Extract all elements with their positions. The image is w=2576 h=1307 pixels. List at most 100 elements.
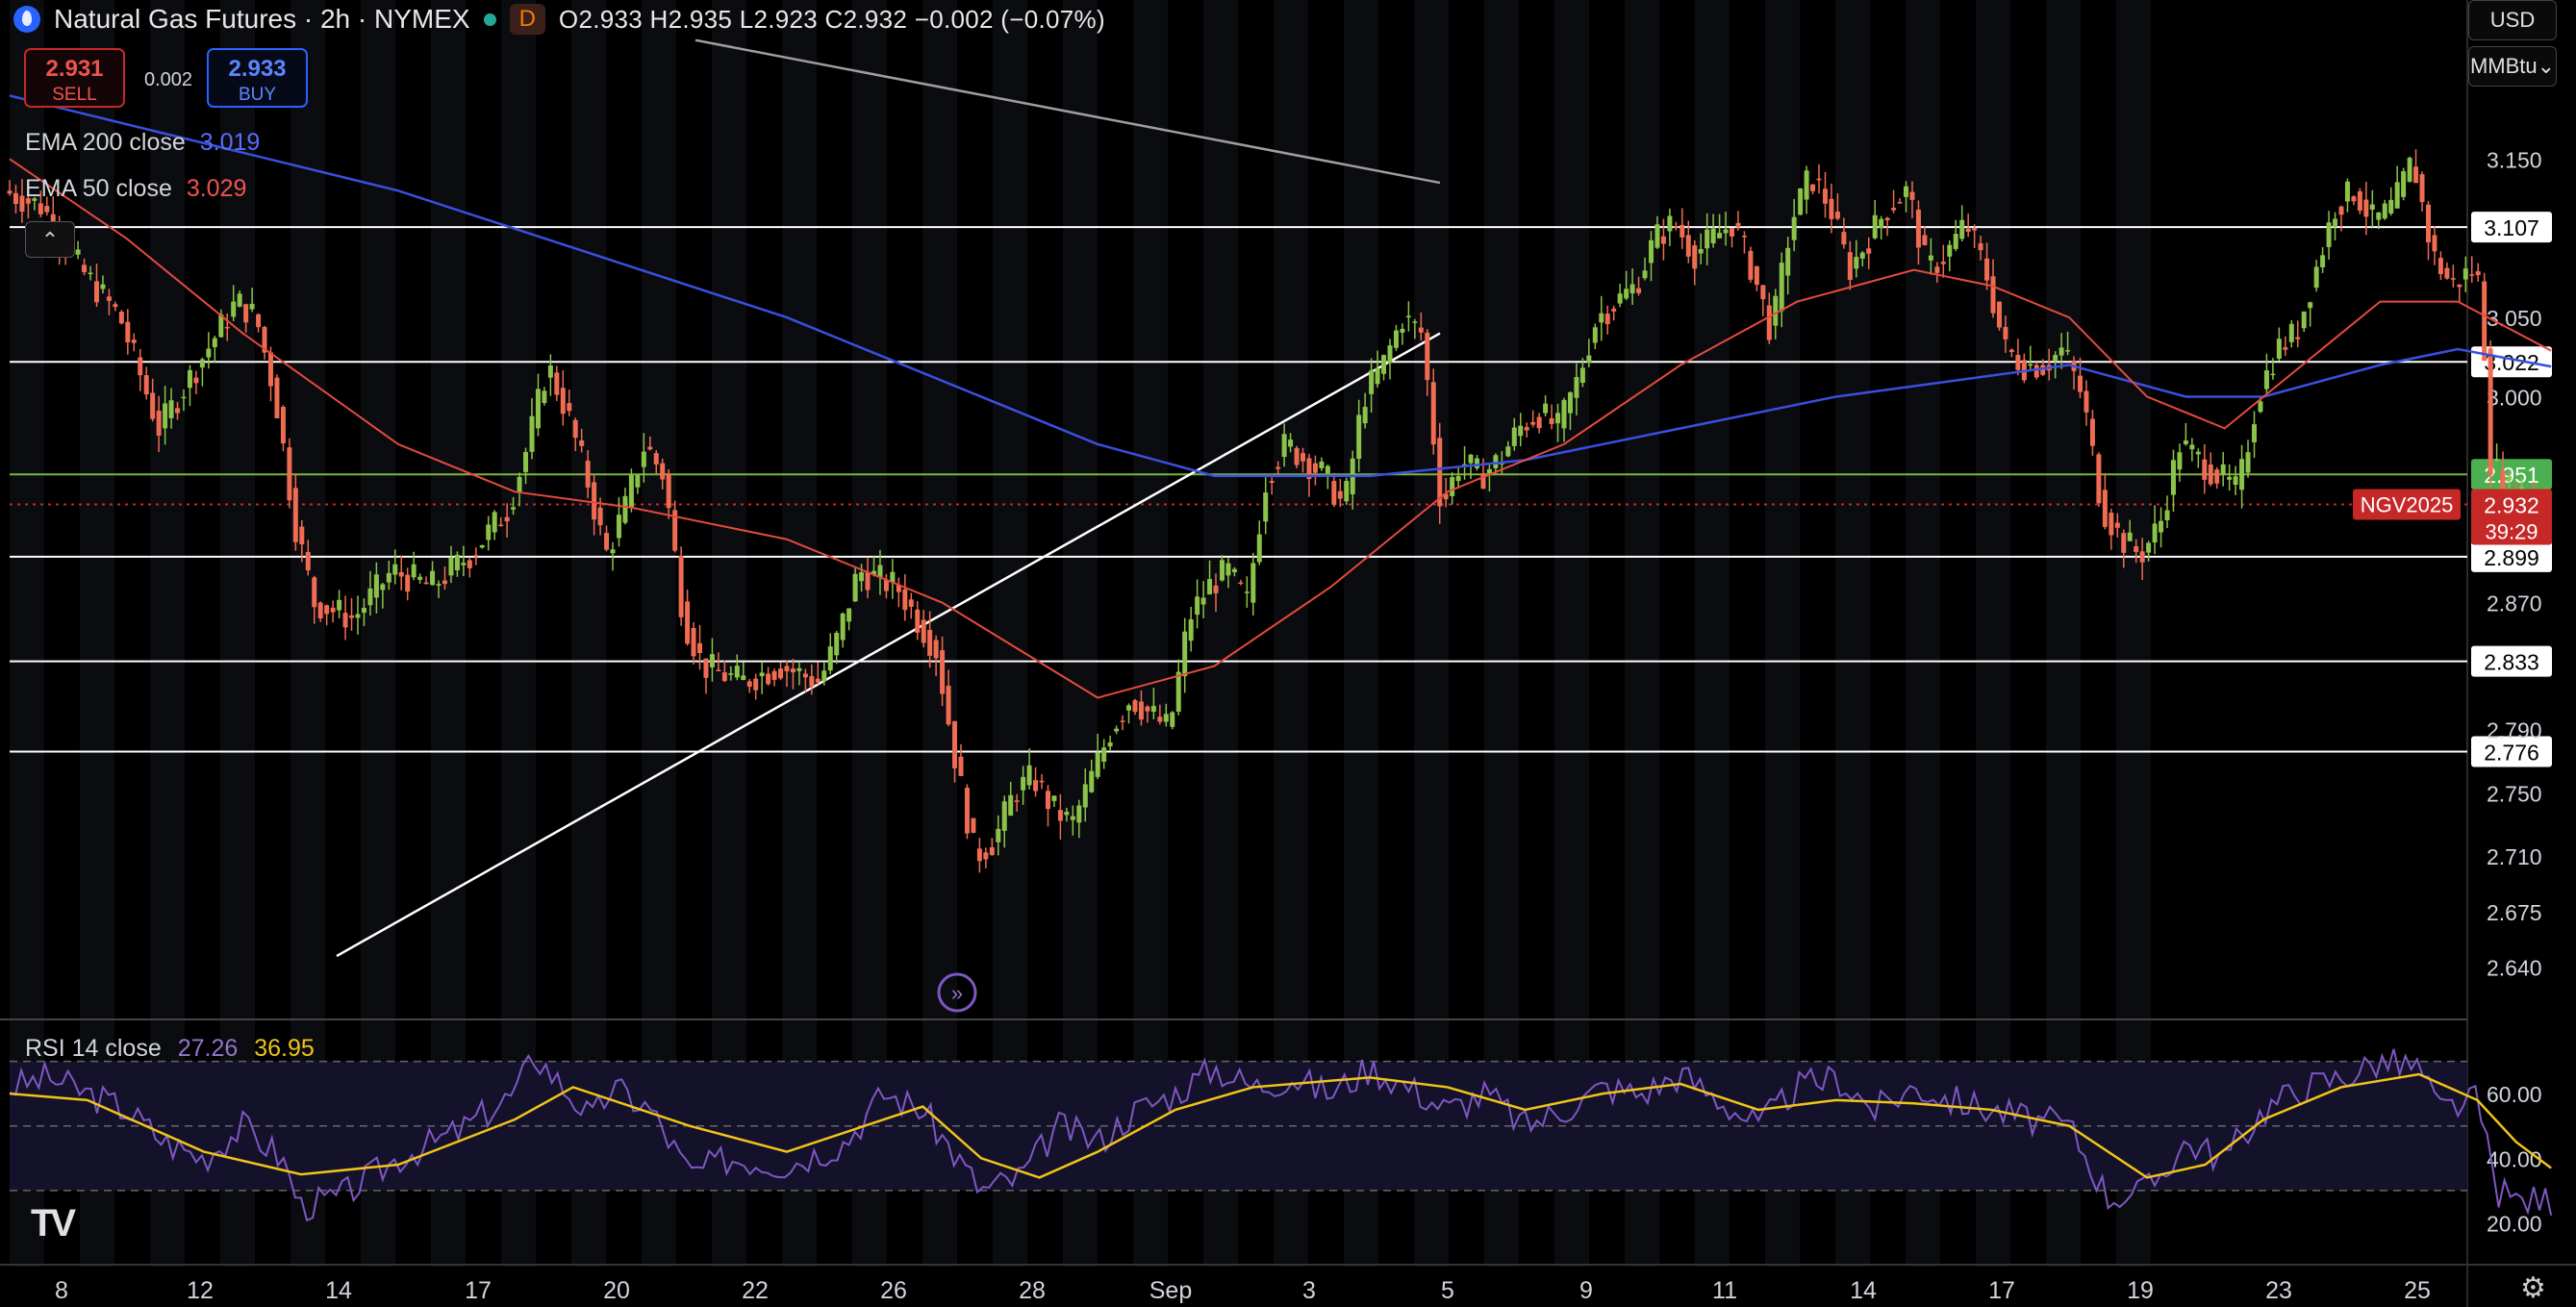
candle: [243, 304, 249, 323]
y-tick-label: 2.790: [2487, 717, 2542, 742]
candle: [927, 629, 933, 656]
candle: [809, 676, 815, 687]
candle: [156, 410, 162, 436]
gear-icon[interactable]: ⚙: [2520, 1272, 2546, 1304]
y-tick-label: 3.050: [2487, 306, 2542, 331]
session-band: [1695, 0, 1730, 1267]
ema50-legend[interactable]: EMA 50 close 3.029: [25, 175, 246, 203]
candle: [1990, 276, 1996, 314]
candle: [1574, 377, 1579, 398]
candle: [529, 415, 535, 452]
candle: [1275, 466, 1281, 469]
delayed-badge[interactable]: D: [509, 4, 545, 35]
candle: [2351, 196, 2357, 202]
candle: [2245, 452, 2251, 473]
currency-selector[interactable]: USD: [2468, 0, 2557, 40]
candle: [1555, 413, 1561, 424]
candle: [741, 675, 746, 681]
x-tick-label: 14: [325, 1277, 352, 1304]
candle: [218, 314, 224, 338]
candle: [2177, 452, 2183, 470]
candle: [280, 407, 286, 444]
candle: [1393, 330, 1399, 348]
session-band: [1484, 0, 1519, 1267]
candle: [38, 203, 43, 214]
buy-button[interactable]: 2.933 BUY: [207, 48, 308, 108]
candle: [2419, 174, 2425, 203]
candle: [517, 476, 522, 492]
candle: [1816, 178, 1822, 181]
candle: [118, 312, 124, 324]
candle: [2276, 339, 2282, 359]
candle: [1834, 212, 1840, 219]
candle: [1405, 315, 1411, 318]
session-band: [290, 0, 325, 1267]
candle: [187, 369, 192, 389]
session-band: [571, 0, 606, 1267]
level-label-box: [2471, 645, 2552, 677]
ema200-legend[interactable]: EMA 200 close 3.019: [25, 129, 260, 157]
candle: [1909, 191, 1915, 200]
candle: [1804, 170, 1809, 200]
candle: [933, 640, 939, 659]
rsi-legend[interactable]: RSI 14 close 27.26 36.95: [25, 1035, 315, 1063]
candle: [13, 192, 18, 204]
candle: [1866, 248, 1872, 254]
candle: [1493, 455, 1499, 468]
candle: [1636, 288, 1642, 293]
rsi-line: [9, 1048, 2553, 1222]
candle: [2308, 302, 2313, 309]
candle: [2401, 171, 2407, 197]
market-status-dot-icon: [483, 13, 496, 26]
session-band: [361, 0, 395, 1267]
candle: [199, 359, 205, 368]
candle: [19, 195, 25, 213]
collapse-legend-button[interactable]: ⌃: [25, 221, 75, 258]
candle: [442, 580, 447, 585]
symbol-title[interactable]: Natural Gas Futures · 2h · NYMEX: [54, 4, 470, 34]
x-tick-label: 17: [465, 1277, 492, 1304]
candle: [367, 588, 373, 606]
candle: [1039, 780, 1045, 783]
level-label: 2.899: [2484, 545, 2539, 570]
candle: [249, 303, 255, 310]
candle: [1685, 235, 1691, 257]
candle: [883, 579, 889, 591]
candle: [1617, 293, 1623, 304]
unit-selector[interactable]: MMBtu⌄: [2468, 46, 2557, 87]
candle: [666, 473, 671, 509]
candle: [983, 852, 989, 860]
candle: [1486, 468, 1492, 474]
candle: [1561, 399, 1567, 429]
candle: [175, 408, 181, 414]
rsi-tick-label: 40.00: [2487, 1146, 2542, 1171]
x-tick-label: 3: [1302, 1277, 1316, 1304]
y-tick-label: 2.675: [2487, 900, 2542, 925]
candle: [2040, 364, 2046, 375]
candle: [1114, 728, 1120, 732]
candle: [262, 326, 267, 353]
y-tick-label: 3.000: [2487, 385, 2542, 410]
candle: [766, 673, 771, 685]
candle: [1250, 563, 1256, 603]
candle: [312, 577, 317, 608]
candle: [796, 667, 802, 671]
candle: [1599, 313, 1604, 323]
candle: [168, 400, 174, 418]
candle: [2058, 347, 2064, 356]
candle: [2015, 354, 2021, 370]
candle: [1947, 244, 1953, 257]
candle: [628, 474, 634, 508]
candle: [2121, 533, 2127, 553]
candle: [1791, 216, 1797, 240]
y-tick-label: 2.710: [2487, 844, 2542, 869]
sell-button[interactable]: 2.931 SELL: [24, 48, 125, 108]
candle: [1163, 714, 1169, 722]
candle: [1150, 706, 1156, 712]
candle: [877, 565, 883, 578]
candle: [840, 613, 846, 641]
ohlc-readout: O2.933 H2.935 L2.923 C2.932 −0.002 (−0.0…: [558, 4, 1105, 34]
candle: [1089, 770, 1095, 792]
candle: [392, 564, 398, 575]
